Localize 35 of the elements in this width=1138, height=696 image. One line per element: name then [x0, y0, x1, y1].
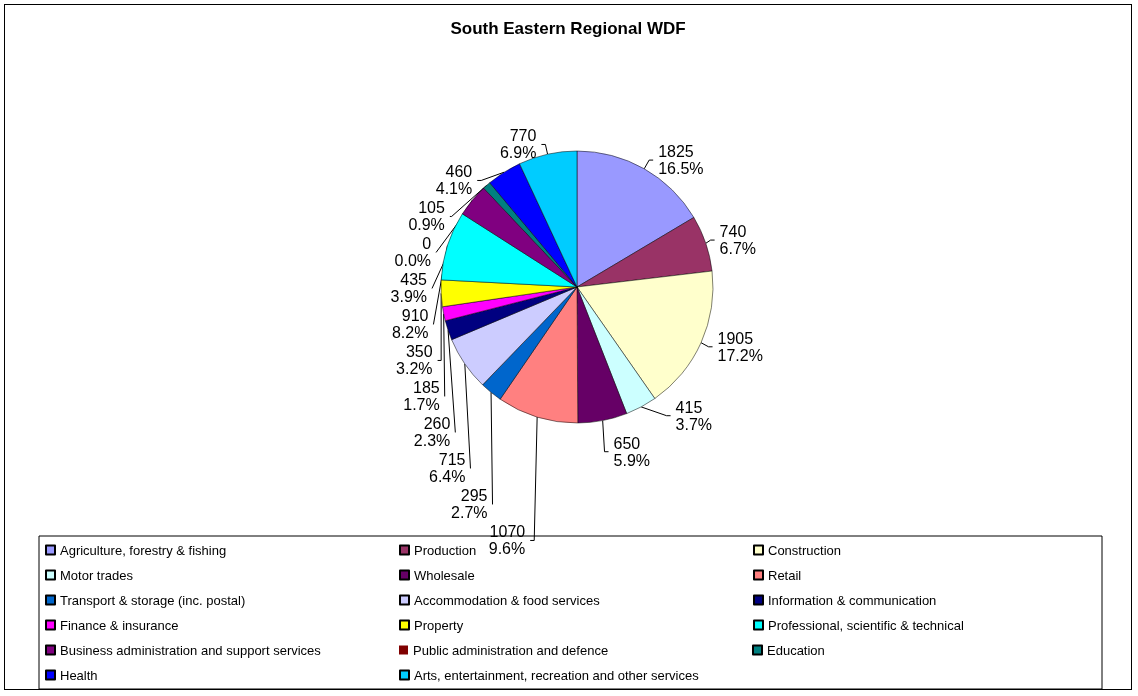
- legend-label: Accommodation & food services: [414, 592, 601, 608]
- data-label: 910 8.2%: [391, 307, 429, 342]
- data-label: 1905 17.2%: [717, 329, 763, 364]
- data-label: 185 1.7%: [403, 379, 440, 414]
- data-label: 1070 9.6%: [488, 523, 526, 558]
- legend-label: Health: [60, 667, 98, 683]
- legend-label: Business administration and support services: [60, 642, 322, 658]
- legend-label: Information & communication: [768, 592, 937, 608]
- legend-label: Transport & storage (inc. postal): [60, 592, 246, 608]
- data-label: 740 6.7%: [719, 223, 757, 258]
- data-label: 415 3.7%: [675, 398, 713, 433]
- data-label: 435 3.9%: [390, 271, 428, 306]
- legend-label: Education: [767, 642, 825, 658]
- legend-label: Wholesale: [414, 567, 475, 583]
- legend-label: Public administration and defence: [413, 642, 609, 658]
- data-label: 460 4.1%: [435, 163, 473, 198]
- data-label: 1825 16.5%: [658, 143, 704, 178]
- legend-label: Motor trades: [60, 567, 134, 583]
- legend-label: Production: [414, 542, 477, 558]
- data-label: 650 5.9%: [613, 434, 651, 469]
- data-label: 105 0.9%: [408, 199, 445, 234]
- data-label: 715 6.4%: [429, 451, 466, 486]
- chart-title: South Eastern Regional WDF: [450, 19, 686, 38]
- legend-label: Arts, entertainment, recreation and other services: [414, 667, 700, 683]
- data-label: 295 2.7%: [451, 487, 488, 522]
- legend-label: Retail: [768, 567, 802, 583]
- legend-label: Professional, scientific & technical: [768, 617, 964, 633]
- legend-label: Finance & insurance: [60, 617, 179, 633]
- data-label: 770 6.9%: [499, 127, 537, 162]
- legend-label: Agriculture, forestry & fishing: [60, 542, 227, 558]
- data-label: 350 3.2%: [396, 343, 433, 378]
- legend-label: Property: [414, 617, 464, 633]
- data-label: 260 2.3%: [413, 415, 451, 450]
- text: 0 0.0%: [394, 235, 432, 270]
- legend-label: Construction: [768, 542, 841, 558]
